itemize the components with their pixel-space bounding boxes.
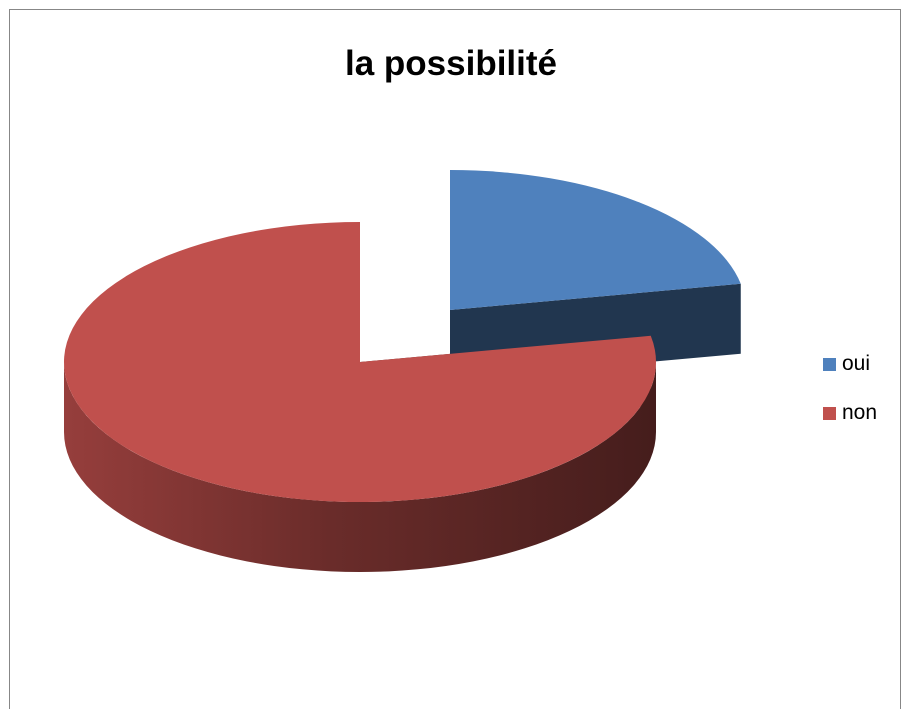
legend-label-non: non <box>842 401 878 424</box>
legend-swatch-oui <box>823 357 836 371</box>
legend-item-oui: oui <box>823 352 877 376</box>
pie-slice-non <box>63 222 656 503</box>
chart-title: la possibilité <box>345 44 557 83</box>
pie-chart <box>63 170 741 572</box>
legend-label-oui: oui <box>842 352 871 375</box>
legend: oui non <box>823 352 877 450</box>
legend-item-non: non <box>823 401 877 425</box>
pie-tops <box>63 170 741 503</box>
legend-swatch-non <box>823 406 836 420</box>
pie-slice-oui <box>450 170 741 310</box>
pie-side-non <box>64 362 656 572</box>
